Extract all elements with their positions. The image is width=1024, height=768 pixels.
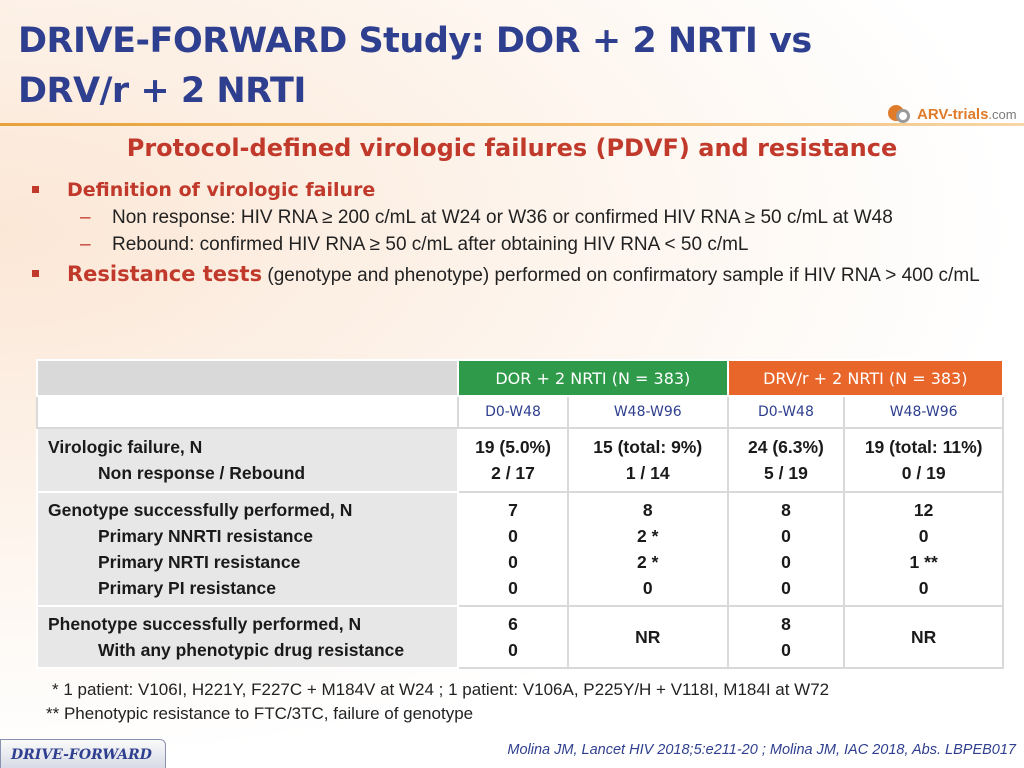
- subheader-blank-cell: [35, 395, 460, 429]
- bullet-heading: Resistance tests: [67, 262, 263, 286]
- table-cell: 19 (total: 11%) 0 / 19: [843, 427, 1004, 493]
- table-cell: 15 (total: 9%) 1 / 14: [566, 427, 729, 493]
- table-row: Virologic failure, N Non response / Rebo…: [35, 427, 1004, 493]
- sub-bullet-rebound: – Rebound: confirmed HIV RNA ≥ 50 c/mL a…: [30, 231, 990, 258]
- bullet-heading: Definition of virologic failure: [67, 179, 376, 201]
- square-bullet-icon: [32, 186, 39, 193]
- period-header: W48-W96: [566, 395, 729, 429]
- title-divider: [0, 123, 1024, 126]
- logo-text: ARV-trials.com: [917, 105, 1017, 123]
- bullet-text: (genotype and phenotype) performed on co…: [262, 265, 980, 286]
- square-bullet-icon: [32, 270, 39, 277]
- group-header-dor: DOR + 2 NRTI (N = 383): [457, 359, 729, 397]
- table-row: Genotype successfully performed, N Prima…: [35, 491, 1004, 607]
- logo-icon: [888, 103, 914, 125]
- page-title: DRIVE-FORWARD Study: DOR + 2 NRTI vs DRV…: [18, 21, 812, 111]
- footnotes: * 1 patient: V106I, H221Y, F227C + M184V…: [46, 678, 829, 726]
- bullet-list: Definition of virologic failure – Non re…: [30, 176, 990, 290]
- table-row: Phenotype successfully performed, N With…: [35, 605, 1004, 669]
- citation: Molina JM, Lancet HIV 2018;5:e211-20 ; M…: [507, 742, 1016, 758]
- table-cell: NR: [843, 605, 1004, 669]
- period-header: D0-W48: [726, 395, 846, 429]
- footnote: * 1 patient: V106I, H221Y, F227C + M184V…: [52, 680, 830, 699]
- sub-bullet-non-response: – Non response: HIV RNA ≥ 200 c/mL at W2…: [30, 204, 990, 231]
- row-label: Phenotype successfully performed, N With…: [35, 605, 460, 669]
- table-cell: 12 0 1 ** 0: [843, 491, 1004, 607]
- table-cell: NR: [566, 605, 729, 669]
- dash-bullet-icon: –: [80, 234, 91, 255]
- row-label: Virologic failure, N Non response / Rebo…: [35, 427, 460, 493]
- table-cell: 19 (5.0%) 2 / 17: [457, 427, 569, 493]
- group-header-drv: DRV/r + 2 NRTI (N = 383): [726, 359, 1005, 397]
- bullet-resistance: Resistance tests (genotype and phenotype…: [30, 260, 990, 290]
- row-label: Genotype successfully performed, N Prima…: [35, 491, 460, 607]
- period-header: D0-W48: [457, 395, 569, 429]
- study-badge: DRIVE-FORWARD: [0, 739, 166, 768]
- arv-trials-logo: ARV-trials.com: [888, 100, 1018, 128]
- header-blank-cell: [35, 359, 460, 397]
- period-header: W48-W96: [843, 395, 1004, 429]
- table-cell: 24 (6.3%) 5 / 19: [726, 427, 846, 493]
- footnote: ** Phenotypic resistance to FTC/3TC, fai…: [46, 704, 474, 723]
- resistance-table: DOR + 2 NRTI (N = 383) DRV/r + 2 NRTI (N…: [35, 359, 1005, 669]
- bullet-definition: Definition of virologic failure: [30, 176, 990, 204]
- dash-bullet-icon: –: [80, 207, 91, 228]
- section-subtitle: Protocol-defined virologic failures (PDV…: [126, 134, 898, 162]
